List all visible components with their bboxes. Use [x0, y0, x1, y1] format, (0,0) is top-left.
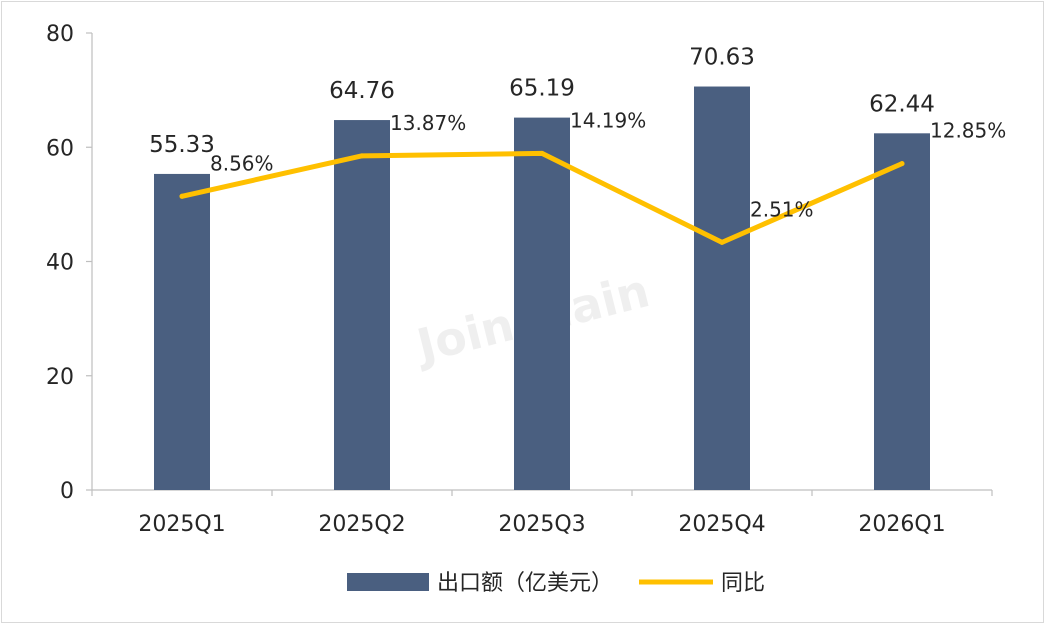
y-tick-label: 40 [46, 251, 74, 276]
line-point [899, 161, 905, 167]
x-tick-label: 2026Q1 [858, 512, 945, 537]
x-tick-label: 2025Q4 [678, 512, 765, 537]
y-tick-label: 80 [46, 22, 74, 47]
y-tick-label: 20 [46, 365, 74, 390]
bar-value-label: 70.63 [689, 45, 755, 71]
bar [694, 86, 750, 490]
legend-bar-swatch [347, 573, 429, 591]
y-tick-label: 60 [46, 136, 74, 161]
axes: 0 20 40 60 80 2025Q1 2025Q2 2025Q3 2025Q4 2026Q1 [46, 22, 993, 537]
bar [154, 173, 210, 490]
x-tick-label: 2025Q3 [498, 512, 585, 537]
bar [334, 120, 390, 490]
legend-bar-label: 出口额（亿美元） [437, 571, 613, 596]
bar-value-label: 65.19 [509, 76, 575, 102]
line-point [359, 153, 365, 159]
bar [514, 117, 570, 491]
line-point [719, 239, 725, 245]
line-value-label: 8.56% [210, 151, 274, 175]
y-tick-label: 0 [60, 479, 74, 504]
bar-value-label: 64.76 [329, 78, 395, 104]
line-value-label: 12.85% [930, 119, 1006, 143]
x-tick-label: 2025Q1 [138, 512, 225, 537]
x-tick-label: 2025Q2 [318, 512, 405, 537]
line-value-label: 13.87% [390, 111, 466, 135]
bar-value-label: 62.44 [869, 91, 935, 117]
line-series [179, 150, 905, 245]
legend-line-label: 同比 [721, 571, 765, 596]
bar-series [154, 86, 930, 491]
line-value-label: 14.19% [570, 108, 646, 132]
data-labels: 55.33 64.76 65.19 70.63 62.44 8.56% 13.87% 14.1… [149, 45, 1006, 222]
line-point [539, 150, 545, 156]
bar [874, 133, 930, 490]
legend: 出口额（亿美元） 同比 [347, 571, 765, 596]
bar-value-label: 55.33 [149, 132, 215, 158]
line-point [179, 193, 185, 199]
line-value-label: 2.51% [750, 197, 814, 221]
